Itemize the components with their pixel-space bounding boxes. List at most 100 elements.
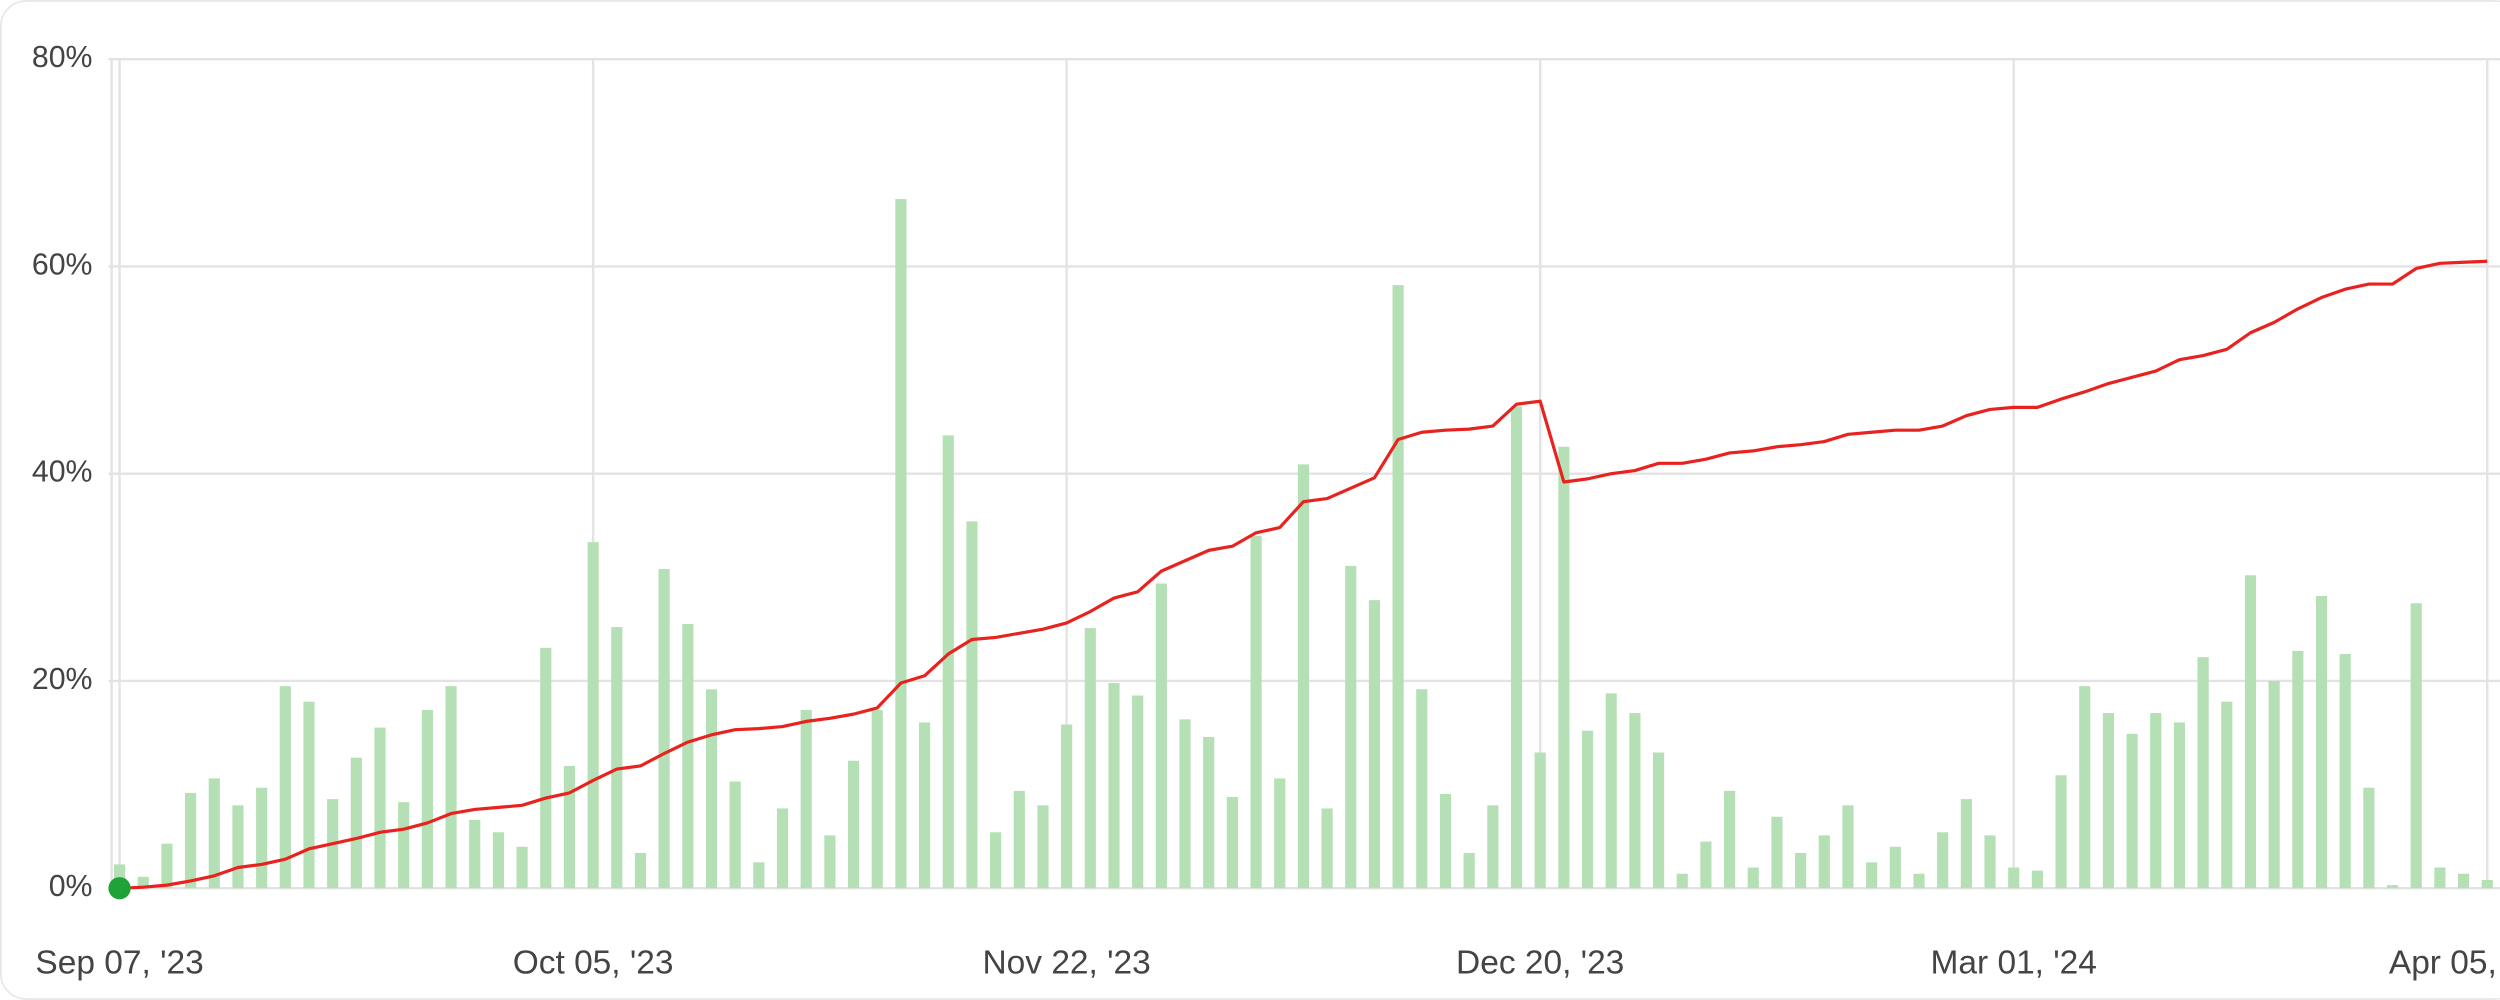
- bar: [1416, 689, 1428, 889]
- bar: [1203, 736, 1215, 889]
- lines: [108, 259, 2488, 900]
- bar: [1510, 406, 1523, 889]
- bar: [847, 760, 860, 889]
- x-tick-label: Sep 07, '23: [35, 945, 203, 982]
- bar: [2315, 595, 2328, 889]
- y-tick-label: 0%: [49, 870, 93, 903]
- line: [119, 259, 2488, 890]
- bar: [1581, 730, 1594, 889]
- bar: [587, 542, 599, 889]
- bar: [2386, 885, 2399, 889]
- bar: [1013, 790, 1025, 889]
- bar: [895, 199, 907, 889]
- bar: [705, 689, 718, 889]
- bar: [682, 623, 694, 889]
- bar: [540, 647, 552, 889]
- bar: [1297, 464, 1309, 889]
- bar: [1274, 778, 1286, 889]
- bar: [1037, 805, 1049, 889]
- bar: [611, 627, 623, 889]
- bar: [753, 862, 765, 889]
- bar: [1179, 719, 1191, 889]
- bar: [469, 819, 481, 889]
- bar: [563, 765, 576, 889]
- bar: [824, 835, 836, 889]
- bar: [1392, 285, 1404, 889]
- bar: [113, 864, 126, 889]
- bar: [1676, 873, 1688, 889]
- x-tick-label: Apr 05,: [2389, 945, 2497, 982]
- bar: [1818, 835, 1830, 889]
- y-tick-label: 20%: [32, 663, 93, 696]
- bar: [1439, 793, 1452, 889]
- bar: [729, 781, 741, 889]
- bar: [658, 569, 670, 889]
- bar: [303, 701, 315, 889]
- bar: [2481, 879, 2493, 889]
- bar: [871, 709, 883, 889]
- x-tick-label: Nov 22, '23: [983, 945, 1151, 982]
- bar: [1463, 852, 1475, 889]
- bar: [232, 805, 244, 889]
- bar: [256, 787, 268, 889]
- bar: [161, 843, 173, 889]
- bar: [492, 832, 504, 889]
- bar: [800, 709, 812, 889]
- bar: [1250, 535, 1262, 889]
- bar: [2102, 713, 2114, 889]
- bar: [966, 521, 978, 889]
- bar: [1913, 873, 1925, 889]
- bar: [1321, 808, 1333, 889]
- bar: [137, 876, 149, 889]
- bar: [1558, 446, 1570, 889]
- y-tick-label: 60%: [32, 248, 93, 281]
- bar: [2363, 787, 2375, 889]
- bar: [279, 686, 291, 889]
- bar: [208, 778, 220, 889]
- bar: [2244, 575, 2257, 889]
- bars: [113, 199, 2493, 889]
- bar: [1771, 816, 1783, 889]
- point-marker: [108, 877, 131, 900]
- bar: [374, 727, 386, 889]
- x-tick-label: Mar 01, '24: [1931, 945, 2097, 982]
- bar: [2221, 701, 2233, 889]
- bar: [1984, 835, 1996, 889]
- labels: 0% 20% 40% 60% 80% Sep 07, '23 Oct 05, '23 Nov …: [32, 41, 2497, 981]
- bar: [634, 852, 647, 889]
- bar: [2055, 775, 2067, 889]
- bar: [1534, 752, 1546, 889]
- bar: [350, 757, 362, 889]
- bar: [1842, 805, 1854, 889]
- bar: [1345, 565, 1357, 889]
- bar: [1132, 695, 1144, 889]
- bar: [919, 722, 931, 889]
- bar: [1226, 797, 1238, 889]
- bar: [185, 792, 197, 889]
- x-tick-label: Dec 20, '23: [1456, 945, 1624, 982]
- bar: [1960, 799, 1972, 889]
- bar: [2173, 722, 2186, 889]
- bar: [2150, 713, 2162, 889]
- bar: [2410, 603, 2422, 889]
- bar: [421, 709, 433, 889]
- bar: [398, 802, 410, 889]
- bar: [516, 846, 528, 889]
- x-tick-label: Oct 05, '23: [513, 945, 674, 982]
- bar: [1724, 790, 1736, 889]
- bar: [2197, 657, 2209, 889]
- bar: [1155, 583, 1167, 889]
- bar: [2008, 867, 2020, 889]
- bar: [1889, 846, 1901, 889]
- bar: [1084, 628, 1096, 889]
- bar: [1487, 805, 1499, 889]
- bar: [1629, 713, 1641, 889]
- bar: [1937, 832, 1949, 889]
- bar: [2268, 680, 2280, 889]
- bar: [1368, 600, 1381, 889]
- bar: [942, 435, 954, 889]
- bar: [1605, 693, 1617, 889]
